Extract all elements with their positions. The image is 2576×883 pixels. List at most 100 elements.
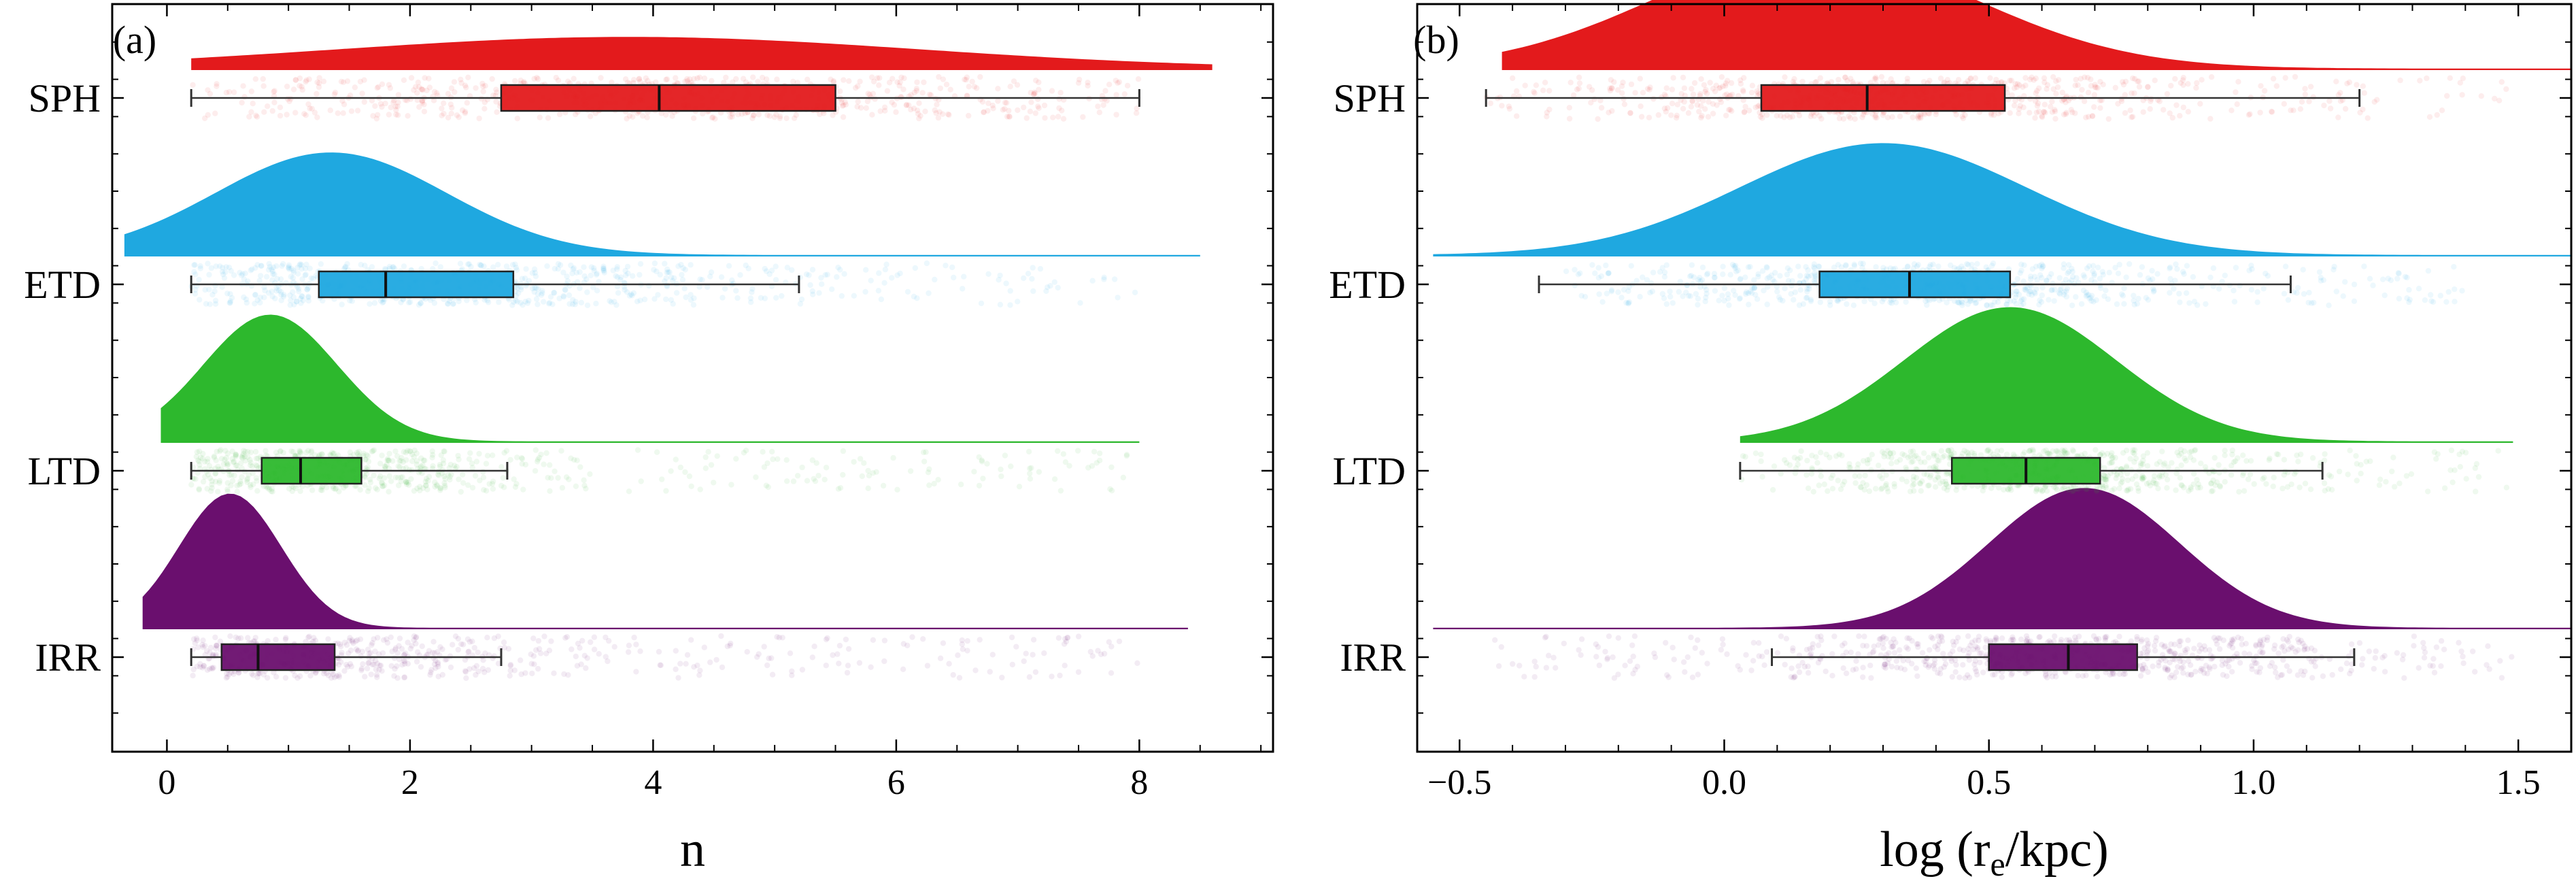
scatter-point-sph [2044, 82, 2051, 88]
scatter-point-sph [518, 78, 524, 84]
scatter-point-etd [1628, 263, 1634, 269]
scatter-point-etd [1625, 301, 1631, 307]
scatter-point-etd [513, 267, 520, 273]
scatter-point-ltd [563, 474, 570, 480]
scatter-point-etd [588, 272, 594, 279]
scatter-point-etd [2088, 277, 2095, 283]
scatter-point-ltd [371, 472, 377, 479]
scatter-point-ltd [435, 471, 441, 478]
scatter-point-etd [719, 295, 726, 301]
scatter-point-irr [462, 669, 469, 675]
scatter-point-etd [1860, 261, 1866, 267]
scatter-point-sph [1608, 77, 1614, 83]
scatter-point-sph [1011, 78, 1017, 84]
scatter-point-sph [2097, 79, 2103, 85]
scatter-point-ltd [440, 457, 447, 463]
scatter-point-etd [1816, 263, 1822, 269]
scatter-point-sph [1035, 103, 1041, 110]
scatter-point-etd [2231, 299, 2238, 305]
scatter-point-etd [295, 286, 302, 292]
scatter-point-etd [2063, 288, 2069, 295]
scatter-point-sph [2007, 110, 2013, 116]
scatter-point-sph [1522, 82, 1528, 88]
scatter-point-sph [2052, 108, 2058, 114]
scatter-point-sph [2145, 84, 2151, 90]
scatter-point-etd [1748, 290, 1755, 296]
scatter-point-sph [2078, 76, 2084, 82]
scatter-point-ltd [238, 460, 244, 466]
scatter-point-sph [1915, 114, 1921, 120]
scatter-point-etd [726, 263, 732, 269]
scatter-point-sph [1697, 90, 1704, 97]
scatter-point-ltd [1891, 484, 1897, 490]
scatter-point-sph [2012, 85, 2018, 91]
scatter-point-sph [449, 105, 455, 111]
scatter-point-etd [299, 266, 305, 272]
scatter-point-etd [878, 296, 885, 303]
scatter-point-etd [2044, 278, 2050, 284]
scatter-point-sph [893, 109, 899, 115]
scatter-point-etd [2147, 278, 2153, 284]
scatter-point-ltd [925, 469, 932, 476]
scatter-point-sph [1586, 84, 1593, 90]
scatter-point-irr [194, 637, 200, 644]
scatter-point-ltd [305, 448, 311, 454]
scatter-point-etd [626, 293, 633, 299]
scatter-point-ltd [226, 472, 233, 478]
scatter-point-sph [454, 112, 460, 118]
scatter-point-irr [335, 640, 341, 646]
scatter-point-etd [2326, 302, 2332, 308]
scatter-point-irr [192, 640, 198, 646]
scatter-point-irr [1108, 670, 1115, 676]
scatter-point-sph [369, 97, 375, 104]
scatter-point-irr [530, 635, 537, 642]
scatter-point-sph [916, 116, 922, 122]
scatter-point-ltd [1910, 473, 1917, 480]
scatter-point-ltd [403, 479, 410, 485]
scatter-point-sph [265, 103, 271, 110]
scatter-point-etd [1030, 265, 1036, 271]
scatter-point-etd [398, 299, 404, 305]
scatter-point-ltd [248, 484, 254, 490]
scatter-point-ltd [229, 478, 236, 484]
scatter-point-etd [531, 288, 537, 295]
scatter-point-ltd [298, 450, 304, 456]
scatter-point-ltd [268, 488, 275, 495]
scatter-point-sph [1499, 103, 1505, 109]
scatter-point-irr [365, 660, 371, 666]
scatter-point-irr [413, 640, 419, 647]
scatter-point-sph [479, 80, 486, 87]
scatter-point-ltd [365, 488, 371, 495]
scatter-point-sph [303, 77, 309, 84]
density-etd [124, 152, 1200, 256]
scatter-point-sph [624, 116, 630, 122]
scatter-point-ltd [197, 454, 204, 461]
scatter-point-ltd [205, 456, 211, 462]
scatter-point-ltd [2069, 488, 2075, 495]
scatter-point-sph [1674, 115, 1680, 121]
scatter-point-ltd [568, 455, 574, 461]
scatter-point-etd [1967, 298, 1973, 304]
scatter-point-etd [2379, 276, 2386, 282]
scatter-point-ltd [2473, 488, 2479, 495]
scatter-point-etd [1761, 287, 1767, 294]
scatter-point-etd [1749, 284, 1755, 291]
scatter-point-ltd [1842, 478, 1848, 485]
scatter-point-etd [551, 290, 558, 296]
scatter-point-sph [456, 114, 462, 120]
scatter-point-sph [2129, 114, 2135, 120]
scatter-point-ltd [286, 486, 292, 492]
scatter-point-irr [190, 672, 196, 679]
scatter-point-etd [1792, 289, 1798, 295]
scatter-point-sph [903, 102, 910, 109]
scatter-point-etd [951, 274, 957, 281]
category-label-sph: SPH [29, 76, 101, 120]
scatter-point-ltd [1998, 448, 2005, 454]
scatter-point-ltd [434, 483, 441, 489]
scatter-point-ltd [236, 482, 243, 488]
scatter-point-etd [302, 265, 309, 271]
scatter-point-irr [335, 662, 342, 668]
scatter-point-irr [507, 667, 513, 673]
scatter-point-etd [1785, 278, 1792, 284]
scatter-point-etd [2216, 286, 2222, 292]
